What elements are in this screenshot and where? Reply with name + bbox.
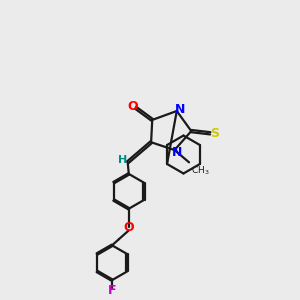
Text: N: N <box>172 146 182 159</box>
Text: O: O <box>124 220 134 233</box>
Text: F: F <box>108 284 116 297</box>
Text: N: N <box>175 103 185 116</box>
Text: H: H <box>118 155 128 165</box>
Text: CH$_3$: CH$_3$ <box>191 164 209 177</box>
Text: S: S <box>210 127 219 140</box>
Text: O: O <box>128 100 138 113</box>
